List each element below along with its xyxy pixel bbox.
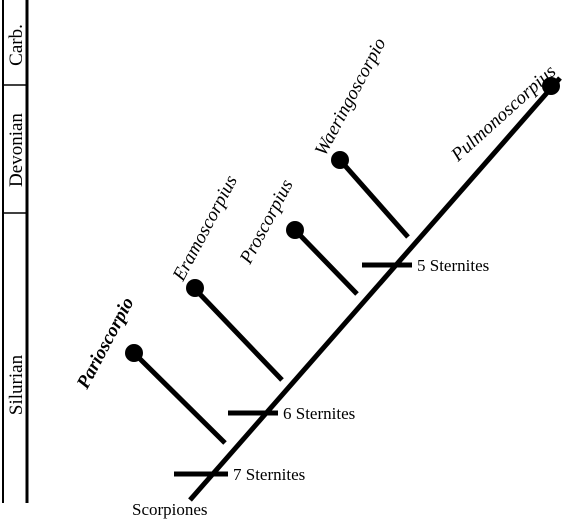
terminal-dot-parioscorpio (125, 344, 143, 362)
branch-waeringoscorpio (338, 158, 410, 239)
root-label: Scorpiones (132, 500, 208, 519)
branch-parioscorpio (132, 351, 227, 445)
main-stem (188, 76, 562, 502)
period-label-devonian: Devonian (6, 113, 27, 187)
taxon-label-waeringoscorpio: Waeringoscorpio (311, 35, 391, 160)
character-label-6-sternites: 6 Sternites (283, 404, 355, 423)
branch-proscorpius (293, 228, 359, 296)
taxon-label-parioscorpio: Parioscorpio (72, 294, 138, 393)
terminal-dot-waeringoscorpio (331, 151, 349, 169)
taxon-label-eramoscorpius: Eramoscorpius (168, 172, 242, 285)
period-label-carb: Carb. (6, 24, 27, 66)
character-label-7-sternites: 7 Sternites (233, 465, 305, 484)
character-label-5-sternites: 5 Sternites (417, 256, 489, 275)
terminal-dot-eramoscorpius (186, 279, 204, 297)
time-scale: Carb. Devonian Silurian (2, 0, 29, 503)
branch-eramoscorpius (193, 287, 284, 382)
taxon-label-proscorpius: Proscorpius (235, 176, 297, 268)
terminal-dot-proscorpius (286, 221, 304, 239)
taxon-label-pulmonoscorpius: Pulmonoscorpius (447, 61, 561, 166)
terminal-dot-pulmonoscorpius (542, 77, 560, 95)
period-label-silurian: Silurian (6, 354, 27, 415)
